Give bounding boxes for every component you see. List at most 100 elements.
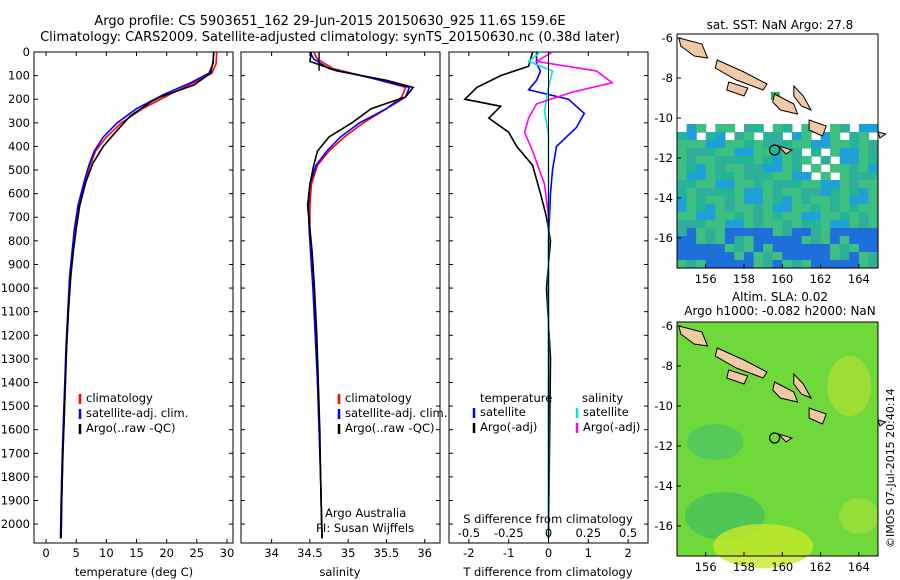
sst-cell	[744, 124, 755, 133]
sst-cell	[753, 156, 764, 165]
sst-cell	[801, 156, 812, 165]
sst-cell	[772, 236, 783, 245]
sst-cell	[715, 124, 726, 133]
sst-cell	[858, 188, 870, 197]
sst-cell	[782, 156, 793, 165]
sst-cell	[744, 236, 755, 245]
sst-cell	[839, 228, 850, 237]
island-outline	[726, 81, 749, 97]
sst-cell	[849, 148, 860, 157]
sst-cell	[830, 212, 841, 221]
sst-cell	[744, 140, 755, 149]
sst-cell	[811, 188, 822, 197]
title-line-2: Climatology: CARS2009. Satellite-adjuste…	[40, 30, 620, 45]
sst-cell	[763, 196, 774, 205]
sst-cell	[839, 260, 850, 269]
sst-cell	[820, 260, 831, 269]
sst-cell	[686, 140, 697, 149]
sst-cell	[686, 172, 697, 181]
sst-cell	[849, 252, 860, 261]
x-tick-label: 1	[585, 546, 592, 560]
sst-cell	[830, 148, 841, 157]
sst-cell	[734, 196, 745, 205]
y-tick-label: 1100	[1, 305, 30, 319]
sst-cell	[753, 148, 764, 157]
sst-cell	[858, 164, 870, 173]
island-outline	[772, 93, 799, 115]
sla-high-patch	[827, 356, 872, 416]
x-axis-label-temperature: temperature (deg C)	[75, 565, 193, 579]
sst-cell	[753, 260, 764, 269]
sst-cell	[839, 204, 850, 213]
sst-cell	[686, 180, 697, 189]
sst-cell	[820, 220, 831, 229]
sst-cell	[849, 140, 860, 149]
x-tick-label: 2	[624, 546, 631, 560]
sst-cell	[744, 204, 755, 213]
map-y-tick-label: -6	[662, 31, 673, 45]
sst-cell	[868, 228, 879, 237]
x-tick-label: 15	[129, 546, 144, 560]
sst-cell	[868, 236, 879, 245]
sst-cell	[734, 172, 745, 181]
sst-cell	[839, 164, 850, 173]
title-line-1: Argo profile: CS 5903651_162 29-Jun-2015…	[94, 14, 566, 29]
sst-cell	[868, 188, 879, 197]
sst-cell	[772, 188, 783, 197]
sst-map-title: sat. SST: NaN Argo: 27.8	[706, 18, 854, 32]
sst-cell	[868, 212, 879, 221]
annotation-pi: PI: Susan Wijffels	[316, 521, 415, 535]
sst-cell	[839, 212, 850, 221]
sst-cell	[858, 236, 870, 245]
secondary-tick-label: -0.5	[458, 526, 480, 540]
sst-cell	[734, 220, 745, 229]
sst-cell	[868, 244, 879, 253]
map-x-tick-label: 160	[771, 272, 793, 286]
sst-cell	[753, 124, 764, 133]
y-tick-label: 400	[8, 139, 30, 153]
map-x-tick-label: 158	[733, 560, 755, 574]
sst-cell	[753, 220, 764, 229]
sst-cell	[839, 244, 850, 253]
sst-cell	[858, 132, 870, 141]
sst-cell	[715, 156, 726, 165]
sst-cell	[830, 228, 841, 237]
sst-cell	[791, 164, 803, 173]
sst-cell	[791, 180, 803, 189]
sst-cell	[724, 164, 736, 173]
sst-cell	[677, 156, 688, 165]
sst-cell	[868, 196, 879, 205]
sst-cell	[724, 236, 736, 245]
sst-cell	[686, 124, 697, 133]
sst-cell	[744, 164, 755, 173]
sst-cell	[791, 148, 803, 157]
y-tick-label: 2000	[1, 517, 30, 531]
sst-cell	[696, 172, 707, 181]
legend-entry: Argo(..raw -QC)	[345, 421, 435, 435]
sst-cell	[772, 132, 783, 141]
island-outline	[714, 347, 768, 379]
argo-position-marker	[769, 432, 781, 444]
sst-cell	[791, 196, 803, 205]
sla-high-patch	[713, 524, 814, 568]
sst-cell	[696, 220, 707, 229]
legend-entry: satellite-adj. clim.	[345, 406, 447, 420]
sst-cell	[734, 252, 745, 261]
sst-cell	[763, 236, 774, 245]
sst-cell	[734, 148, 745, 157]
sst-cell	[782, 236, 793, 245]
map-y-tick-label: -12	[654, 439, 673, 453]
sst-cell	[715, 172, 726, 181]
sst-cell	[849, 196, 860, 205]
sst-cell	[849, 260, 860, 269]
sst-cell	[782, 252, 793, 261]
legend-entry: satellite	[583, 405, 629, 419]
sst-cell	[753, 180, 764, 189]
sst-cell	[686, 252, 697, 261]
sst-cell	[677, 212, 688, 221]
sst-cell	[715, 196, 726, 205]
x-axis-label-t-diff: T difference from climatology	[462, 565, 633, 579]
sst-cell	[858, 244, 870, 253]
sst-cell	[753, 140, 764, 149]
map-y-tick-label: -6	[662, 319, 673, 333]
